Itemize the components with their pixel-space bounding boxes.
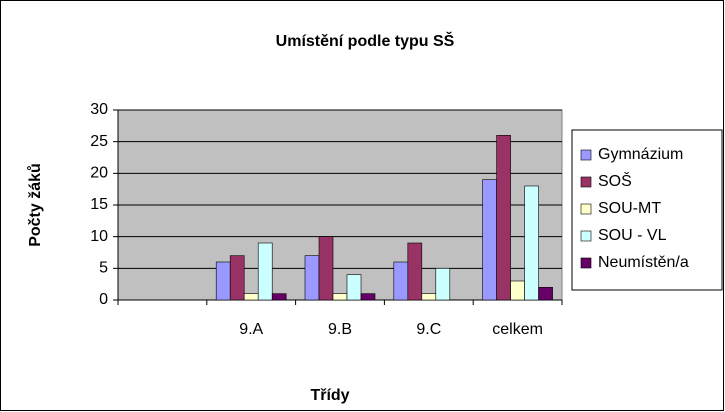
- y-tick-label: 20: [90, 165, 108, 182]
- bar: [407, 242, 423, 301]
- legend-label: SOŠ: [598, 171, 632, 190]
- bar: [243, 293, 259, 301]
- y-tick-label: 0: [99, 291, 108, 308]
- legend-swatch: [580, 230, 592, 242]
- y-tick-label: 30: [90, 101, 108, 118]
- y-axis-label: Počty žáků: [27, 163, 44, 247]
- bar: [524, 185, 539, 301]
- bar: [393, 261, 409, 301]
- x-axis-label: Třídy: [310, 387, 349, 404]
- x-tick-label: 9.A: [239, 321, 263, 338]
- bar: [271, 293, 287, 301]
- legend-swatch: [580, 203, 592, 215]
- legend-label: SOU - VL: [598, 227, 667, 244]
- legend-swatch: [580, 176, 592, 188]
- bar: [496, 135, 511, 301]
- bar: [257, 242, 273, 301]
- y-tick-label: 10: [90, 228, 108, 245]
- x-tick-label: 9.B: [328, 321, 352, 338]
- bar: [215, 261, 231, 301]
- x-tick-label: 9.C: [416, 321, 441, 338]
- bar: [318, 236, 334, 301]
- bar: [360, 293, 376, 301]
- bar: [304, 255, 320, 301]
- bar: [482, 179, 497, 301]
- bar: [538, 287, 553, 301]
- legend-label: Gymnázium: [598, 146, 683, 163]
- chart-title: Umístění podle typu SŠ: [276, 31, 455, 50]
- legend-swatch: [580, 149, 592, 161]
- bar: [435, 268, 451, 301]
- legend-swatch: [580, 257, 592, 269]
- legend-label: SOU-MT: [598, 200, 661, 217]
- y-tick-label: 5: [99, 260, 108, 277]
- legend: [571, 129, 723, 291]
- bar: [332, 293, 348, 301]
- bar: [421, 293, 437, 301]
- x-tick-label: celkem: [492, 321, 543, 338]
- bar: [510, 280, 525, 301]
- y-tick-label: 15: [90, 196, 108, 213]
- y-tick-label: 25: [90, 133, 108, 150]
- legend-label: Neumístěn/a: [598, 254, 689, 271]
- bar: [346, 274, 362, 301]
- bar: [229, 255, 245, 301]
